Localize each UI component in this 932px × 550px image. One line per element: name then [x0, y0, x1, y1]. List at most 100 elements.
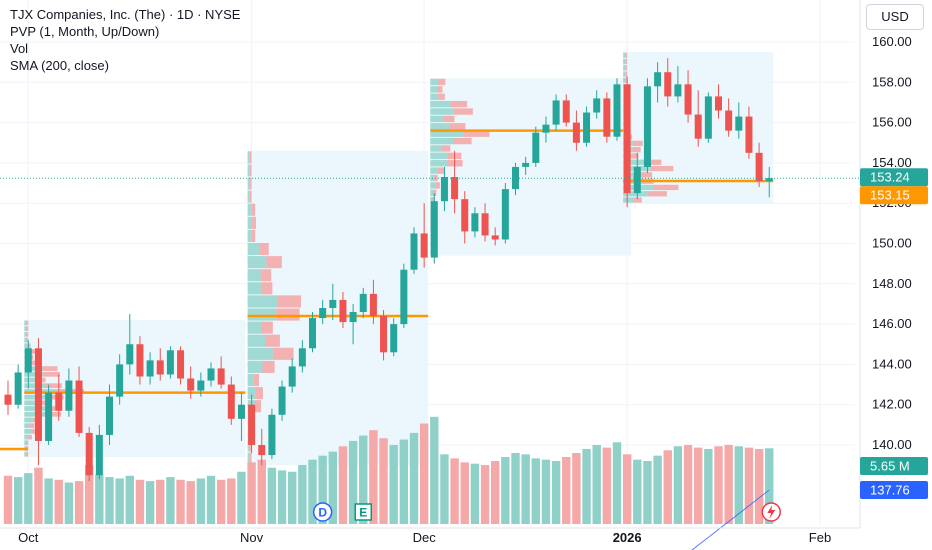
indicator-sma[interactable]: SMA (200, close) — [10, 58, 109, 73]
profile-row-down — [441, 145, 451, 152]
profile-row-up — [430, 130, 463, 137]
profile-row-up — [247, 360, 263, 373]
candle-body — [745, 116, 753, 153]
profile-row-up — [24, 383, 45, 389]
profile-row-up — [247, 151, 250, 164]
candle-body — [400, 269, 408, 325]
candle-body — [14, 372, 22, 405]
volume-bar — [34, 467, 43, 524]
volume-bar — [308, 459, 317, 524]
volume-bar — [734, 446, 743, 524]
time-axis[interactable]: Oct Nov Dec 2026 Feb — [0, 527, 860, 545]
profile-row-up — [247, 295, 277, 308]
price-axis[interactable]: 140.00142.00144.00146.00148.00150.00152.… — [859, 0, 912, 528]
chart-legend: TJX Companies, Inc. (The) · 1D · NYSE PV… — [10, 6, 240, 74]
profile-row-down — [45, 406, 63, 411]
profile-row-down — [632, 147, 641, 153]
volume-bar — [582, 448, 591, 524]
volume-bar — [653, 455, 662, 524]
candle-body — [65, 380, 73, 411]
candle-body — [227, 384, 235, 419]
profile-row-down — [435, 182, 440, 189]
candle-body — [603, 98, 611, 137]
volume-bar — [216, 479, 226, 524]
profile-row-down — [251, 203, 256, 216]
profile-row-up — [623, 77, 626, 84]
volume-bar — [501, 457, 510, 524]
profile-row-up — [24, 417, 33, 423]
candle-body — [166, 350, 174, 375]
current-price-badge-text: 153.24 — [870, 170, 910, 185]
profile-row-up — [430, 115, 444, 123]
y-tick-label: 160.00 — [872, 34, 912, 49]
profile-row-down — [265, 334, 280, 347]
profile-row-up — [247, 256, 267, 269]
candle-body — [735, 116, 743, 131]
profile-row-down — [625, 52, 628, 58]
volume-bar — [54, 479, 63, 524]
volume-bar — [237, 471, 246, 524]
x-tick-label: Nov — [240, 530, 264, 545]
profile-row-down — [253, 373, 259, 387]
profile-row-down — [449, 123, 466, 130]
profile-row-up — [430, 123, 450, 130]
profile-area — [24, 320, 246, 458]
volume-bar — [622, 454, 632, 524]
currency-button[interactable]: USD — [866, 4, 924, 30]
profile-row-down — [261, 282, 273, 295]
profile-row-down — [432, 196, 435, 204]
volume-bar — [186, 481, 195, 524]
candle-body — [217, 368, 225, 385]
profile-row-up — [247, 203, 252, 216]
candle-body — [471, 213, 479, 232]
candle-body — [146, 360, 154, 377]
candle-body — [34, 348, 42, 441]
candle-body — [156, 360, 164, 375]
volume-bar — [480, 465, 490, 524]
profile-row-up — [247, 216, 253, 229]
volume-bar — [633, 459, 642, 524]
volume-bar — [105, 477, 114, 524]
volume-bar — [521, 454, 530, 524]
profile-row-up — [247, 321, 262, 334]
profile-row-down — [45, 394, 64, 400]
profile-row-up — [430, 145, 442, 152]
axis-badges: 153.24 153.15 5.65 M 137.76 — [860, 168, 928, 499]
indicator-vol[interactable]: Vol — [10, 41, 29, 56]
profile-row-down — [260, 269, 272, 282]
profile-row-up — [247, 229, 252, 242]
profile-row-down — [453, 108, 473, 115]
sma-line-segment — [691, 489, 770, 550]
candle-body — [237, 404, 245, 419]
indicator-pvp[interactable]: PVP (1, Month, Up/Down) — [10, 24, 160, 39]
profile-row-up — [430, 137, 454, 145]
profile-row-down — [639, 172, 653, 178]
volume-bar — [348, 440, 358, 524]
profile-row-up — [430, 160, 449, 167]
candle-body — [197, 380, 205, 391]
candle-body — [349, 312, 357, 323]
candle-body — [491, 235, 499, 240]
volume-bar — [176, 479, 185, 524]
profile-row-down — [443, 115, 455, 123]
profile-row-up — [247, 373, 254, 387]
volume-bar — [714, 446, 723, 524]
profile-row-up — [623, 52, 626, 58]
earnings-marker — [354, 503, 372, 521]
profile-row-down — [251, 229, 256, 242]
candle-body — [55, 392, 63, 411]
profile-row-down — [249, 439, 252, 452]
symbol-title[interactable]: TJX Companies, Inc. (The) · 1D · NYSE — [10, 7, 241, 22]
candle-body — [481, 213, 489, 236]
sma-line — [691, 489, 770, 550]
profile-row-down — [448, 160, 463, 167]
candle-body — [298, 348, 306, 367]
profile-row-up — [24, 429, 32, 434]
candle-body — [85, 432, 93, 476]
candle-body — [410, 233, 418, 270]
volume-bar — [389, 444, 398, 524]
profile-row-down — [437, 167, 445, 174]
profile-row-down — [26, 337, 29, 343]
